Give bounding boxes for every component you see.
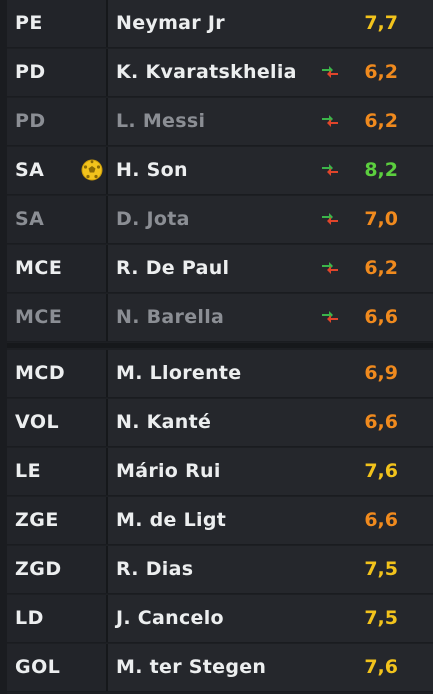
player-position: GOL [15, 656, 61, 678]
section-divider [7, 343, 433, 348]
player-position: VOL [15, 411, 60, 433]
player-rating: 6,6 [364, 509, 398, 531]
substitution-icon [322, 213, 338, 225]
position-cell [7, 644, 108, 691]
player-position: PE [15, 12, 43, 34]
player-position: MCE [15, 306, 63, 328]
player-position: SA [15, 159, 45, 181]
position-cell [7, 497, 108, 544]
player-row[interactable]: PD L. Messi 6,2 [7, 98, 433, 146]
player-row[interactable]: SA H. Son 8,2 [7, 147, 433, 195]
player-row[interactable]: PE Neymar Jr 7,7 [7, 0, 433, 48]
player-name: N. Barella [116, 306, 225, 328]
player-row[interactable]: VOL N. Kanté 6,6 [7, 399, 433, 447]
player-name: N. Kanté [116, 411, 212, 433]
player-rating: 7,5 [364, 558, 398, 580]
position-cell [7, 196, 108, 243]
player-name: D. Jota [116, 208, 190, 230]
position-cell [7, 448, 108, 495]
player-position: LE [15, 460, 42, 482]
player-rating: 7,6 [364, 460, 398, 482]
player-name: J. Cancelo [116, 607, 224, 629]
position-cell [7, 595, 108, 642]
player-rating: 7,6 [364, 656, 398, 678]
player-row[interactable]: ZGD R. Dias 7,5 [7, 546, 433, 594]
position-cell [7, 0, 108, 47]
player-rating: 6,2 [364, 110, 398, 132]
player-position: MCE [15, 257, 63, 279]
position-cell [7, 399, 108, 446]
player-row[interactable]: LD J. Cancelo 7,5 [7, 595, 433, 643]
position-cell [7, 294, 108, 341]
player-position: ZGD [15, 558, 62, 580]
player-row[interactable]: ZGE M. de Ligt 6,6 [7, 497, 433, 545]
player-name: R. Dias [116, 558, 194, 580]
player-row[interactable]: PD K. Kvaratskhelia 6,2 [7, 49, 433, 97]
substitution-icon [322, 262, 338, 274]
player-row[interactable]: SA D. Jota 7,0 [7, 196, 433, 244]
player-rating: 8,2 [364, 159, 398, 181]
player-name: M. de Ligt [116, 509, 227, 531]
player-rating: 6,6 [364, 306, 398, 328]
player-position: LD [15, 607, 44, 629]
player-name: M. ter Stegen [116, 656, 267, 678]
player-row[interactable]: GOL M. ter Stegen 7,6 [7, 644, 433, 692]
player-rating: 6,9 [364, 362, 398, 384]
player-rating: 7,7 [364, 12, 398, 34]
position-cell [7, 98, 108, 145]
position-cell [7, 350, 108, 397]
player-row[interactable]: MCE N. Barella 6,6 [7, 294, 433, 342]
player-rating: 6,2 [364, 257, 398, 279]
player-position: SA [15, 208, 45, 230]
left-edge [0, 0, 7, 694]
player-name: M. Llorente [116, 362, 242, 384]
position-cell [7, 546, 108, 593]
player-row[interactable]: MCE R. De Paul 6,2 [7, 245, 433, 293]
player-name: H. Son [116, 159, 188, 181]
player-rating: 6,2 [364, 61, 398, 83]
substitution-icon [322, 66, 338, 78]
player-position: MCD [15, 362, 66, 384]
substitution-icon [322, 164, 338, 176]
substitution-icon [322, 115, 338, 127]
player-position: ZGE [15, 509, 59, 531]
player-rating: 7,5 [364, 607, 398, 629]
player-name: Neymar Jr [116, 12, 225, 34]
goal-ball-icon [81, 159, 103, 181]
player-position: PD [15, 110, 46, 132]
player-row[interactable]: LE Mário Rui 7,6 [7, 448, 433, 496]
player-position: PD [15, 61, 46, 83]
player-row[interactable]: MCD M. Llorente 6,9 [7, 350, 433, 398]
position-cell [7, 49, 108, 96]
player-name: Mário Rui [116, 460, 221, 482]
player-name: L. Messi [116, 110, 206, 132]
player-rating: 7,0 [364, 208, 398, 230]
substitution-icon [322, 311, 338, 323]
position-cell [7, 245, 108, 292]
player-name: R. De Paul [116, 257, 230, 279]
player-name: K. Kvaratskhelia [116, 61, 297, 83]
player-rating: 6,6 [364, 411, 398, 433]
